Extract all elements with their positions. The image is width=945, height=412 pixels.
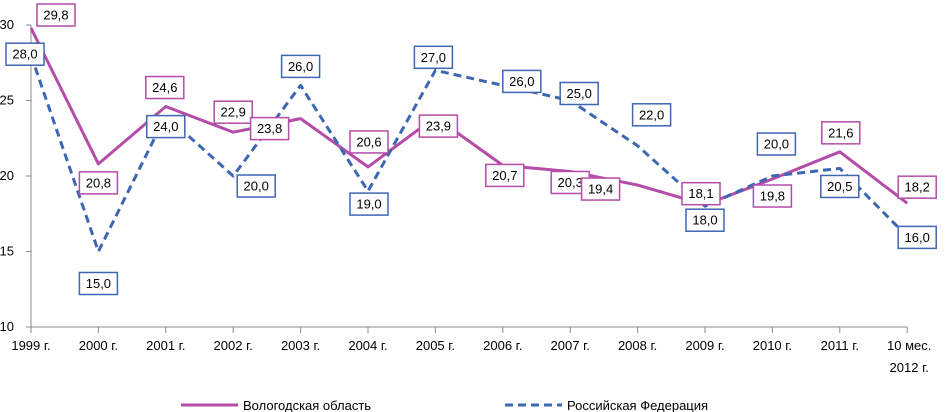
data-label-box [580, 177, 621, 201]
data-label-box [502, 69, 542, 94]
data-label-box [820, 174, 860, 199]
data-label-box [685, 208, 725, 232]
y-tick-label: 30 [0, 17, 14, 32]
data-label: 26,0 [288, 59, 313, 74]
x-tick-label: 2006 г. [483, 338, 522, 353]
data-label: 15,0 [86, 276, 111, 291]
x-tick-label: 2010 г. [753, 338, 792, 353]
x-tick-label: 2007 г. [551, 338, 590, 353]
data-label: 19,8 [760, 189, 785, 204]
y-tick-label: 25 [0, 93, 14, 108]
data-label-box [213, 100, 253, 124]
x-tick-label: 2004 г. [348, 338, 387, 353]
data-label-box [146, 114, 186, 139]
data-label: 19,0 [356, 197, 381, 212]
data-label: 26,0 [509, 74, 534, 89]
x-tick-label: 2002 г. [214, 338, 253, 353]
data-label: 25,0 [567, 86, 592, 101]
x-tick-label: 2003 г. [281, 338, 320, 353]
data-label-box [681, 181, 721, 206]
legend-label-vologda: Вологодская область [243, 398, 371, 412]
data-label-box [821, 121, 861, 145]
x-tick-label: 2000 г. [79, 338, 118, 353]
series-line-vologda [29, 27, 909, 207]
data-label: 20,6 [356, 134, 381, 149]
x-tick-label: 2011 г. [821, 338, 859, 353]
data-label: 18,0 [692, 213, 717, 228]
data-label: 23,9 [426, 119, 451, 134]
data-label-box [78, 171, 119, 195]
data-label-box [418, 114, 459, 138]
data-label-box [631, 103, 672, 127]
data-label: 18,1 [688, 186, 713, 201]
legend-label-russia: Российская Федерация [567, 398, 708, 412]
data-label: 22,0 [639, 107, 664, 122]
data-label-box [236, 174, 276, 198]
x-tick-label: 1999 г. [11, 338, 50, 353]
data-label: 27,0 [421, 50, 446, 65]
data-label-box [897, 225, 937, 250]
data-label-box [280, 54, 321, 79]
data-label-box [413, 45, 454, 70]
y-tick-label: 15 [0, 244, 14, 259]
data-label: 21,6 [828, 125, 853, 140]
x-tick-label: 2009 г. [685, 338, 724, 353]
data-label-box [145, 75, 185, 100]
data-label-box [756, 132, 797, 156]
data-label-box [249, 116, 290, 141]
data-label-box [485, 163, 525, 188]
data-label: 20,8 [86, 175, 111, 190]
data-label-box [752, 184, 793, 208]
x-tick-label: 2008 г. [618, 338, 657, 353]
data-label-box [36, 3, 76, 27]
data-label-box [5, 42, 45, 66]
data-label: 29,8 [43, 8, 68, 23]
x-tick-label: 2005 г. [416, 338, 455, 353]
data-label: 16,0 [905, 230, 930, 245]
x-tick-label: 2001 г. [146, 338, 185, 353]
data-label: 20,0 [244, 179, 269, 194]
data-label: 18,2 [905, 180, 930, 195]
data-label: 23,8 [257, 121, 282, 136]
data-label-box [349, 192, 389, 216]
data-label-box [559, 81, 599, 106]
data-label: 24,6 [152, 80, 177, 95]
data-label: 20,7 [492, 168, 517, 183]
y-tick-label: 10 [0, 319, 14, 334]
x-tick-label: 10 мес. 2012 г. [887, 338, 931, 375]
y-tick-label: 20 [0, 168, 14, 183]
data-label: 20,0 [764, 137, 789, 152]
data-label: 19,4 [588, 182, 613, 197]
data-label: 28,0 [12, 47, 37, 62]
data-label-box [349, 130, 389, 154]
data-label: 24,0 [153, 119, 178, 134]
data-label: 22,9 [221, 105, 246, 120]
data-label-box [78, 271, 119, 296]
series-line-russia [29, 54, 909, 253]
data-label-box [897, 175, 937, 199]
data-label: 20,3 [558, 175, 583, 190]
data-label: 20,5 [827, 179, 852, 194]
